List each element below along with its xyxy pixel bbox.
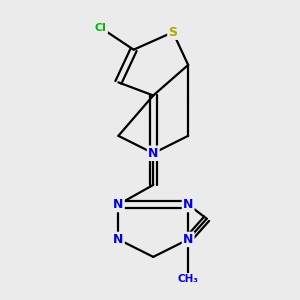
Text: N: N — [183, 198, 194, 211]
Text: CH₃: CH₃ — [178, 274, 199, 284]
Text: N: N — [183, 233, 194, 246]
Text: N: N — [148, 147, 158, 160]
Text: Cl: Cl — [95, 23, 107, 33]
Text: N: N — [113, 233, 124, 246]
Text: N: N — [113, 198, 124, 211]
Text: S: S — [168, 26, 177, 39]
